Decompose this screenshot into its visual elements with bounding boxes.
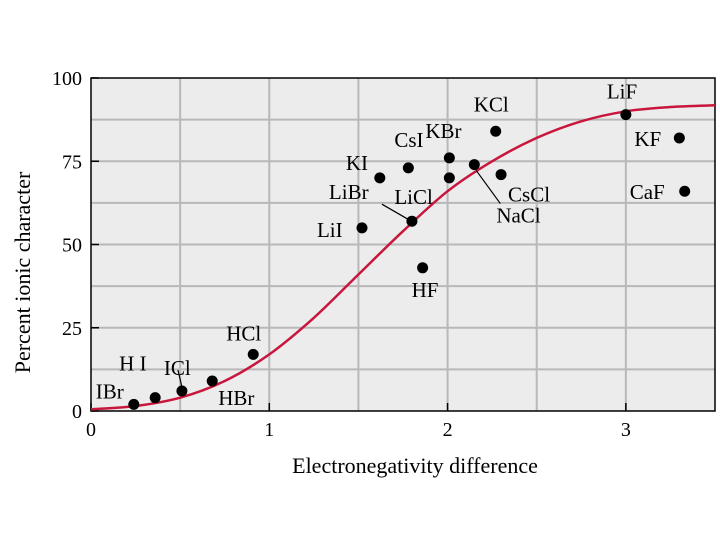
x-tick-label: 1 [264, 419, 274, 441]
point-label: NaCl [496, 204, 540, 228]
data-point [206, 375, 218, 387]
data-point [679, 185, 691, 197]
point-labels: IBr H I ICl HBr HCl LiI KI LiBr CsI HF LiCl KBr NaCl… [96, 80, 665, 410]
x-tick-label: 0 [86, 419, 96, 441]
label-leader-line [475, 170, 501, 204]
data-point [149, 392, 161, 404]
y-tick-label: 50 [62, 235, 82, 257]
y-tick-label: 25 [62, 318, 82, 340]
point-label: LiBr [329, 180, 369, 204]
data-points [128, 109, 691, 410]
point-label: KF [634, 127, 661, 151]
x-tick-label: 3 [621, 419, 631, 441]
point-label: IBr [96, 379, 124, 403]
data-point [247, 348, 259, 360]
point-label: CaF [630, 180, 665, 204]
y-axis-label: Percent ionic character [10, 171, 35, 373]
x-axis-label: Electronegativity difference [292, 453, 538, 478]
data-point [620, 109, 632, 121]
point-label: ICl [164, 356, 191, 380]
y-tick-label: 100 [52, 68, 82, 90]
data-point [128, 398, 140, 410]
data-point [402, 162, 414, 174]
point-label: KBr [425, 119, 461, 143]
data-point [374, 172, 386, 184]
point-label: LiI [317, 218, 343, 242]
label-leader-line [381, 203, 409, 220]
point-label: LiF [607, 80, 637, 104]
point-label: HBr [218, 386, 254, 410]
point-label: H I [119, 352, 146, 376]
data-point [443, 172, 455, 184]
data-point [406, 215, 418, 227]
data-point [356, 222, 368, 234]
point-label: CsCl [508, 183, 550, 207]
x-tick-label: 2 [443, 419, 453, 441]
data-point [443, 152, 455, 164]
data-point [417, 262, 429, 274]
y-tick-label: 0 [72, 401, 82, 423]
tick-labels: 0 1 2 3 0 25 50 75 100 [52, 68, 631, 441]
y-tick-label: 75 [62, 151, 82, 173]
point-label: HF [412, 278, 439, 302]
point-label: KCl [474, 92, 509, 116]
data-point [176, 385, 188, 397]
point-label: LiCl [394, 185, 433, 209]
data-point [495, 169, 507, 181]
point-label: KI [346, 151, 368, 175]
gridlines [91, 78, 715, 411]
point-label: HCl [226, 321, 261, 345]
ionic-character-curve [90, 104, 716, 411]
point-label: CsI [394, 128, 423, 152]
data-point [673, 132, 685, 144]
data-point [468, 159, 480, 171]
data-point [490, 125, 502, 137]
label-leader-line [177, 369, 183, 388]
